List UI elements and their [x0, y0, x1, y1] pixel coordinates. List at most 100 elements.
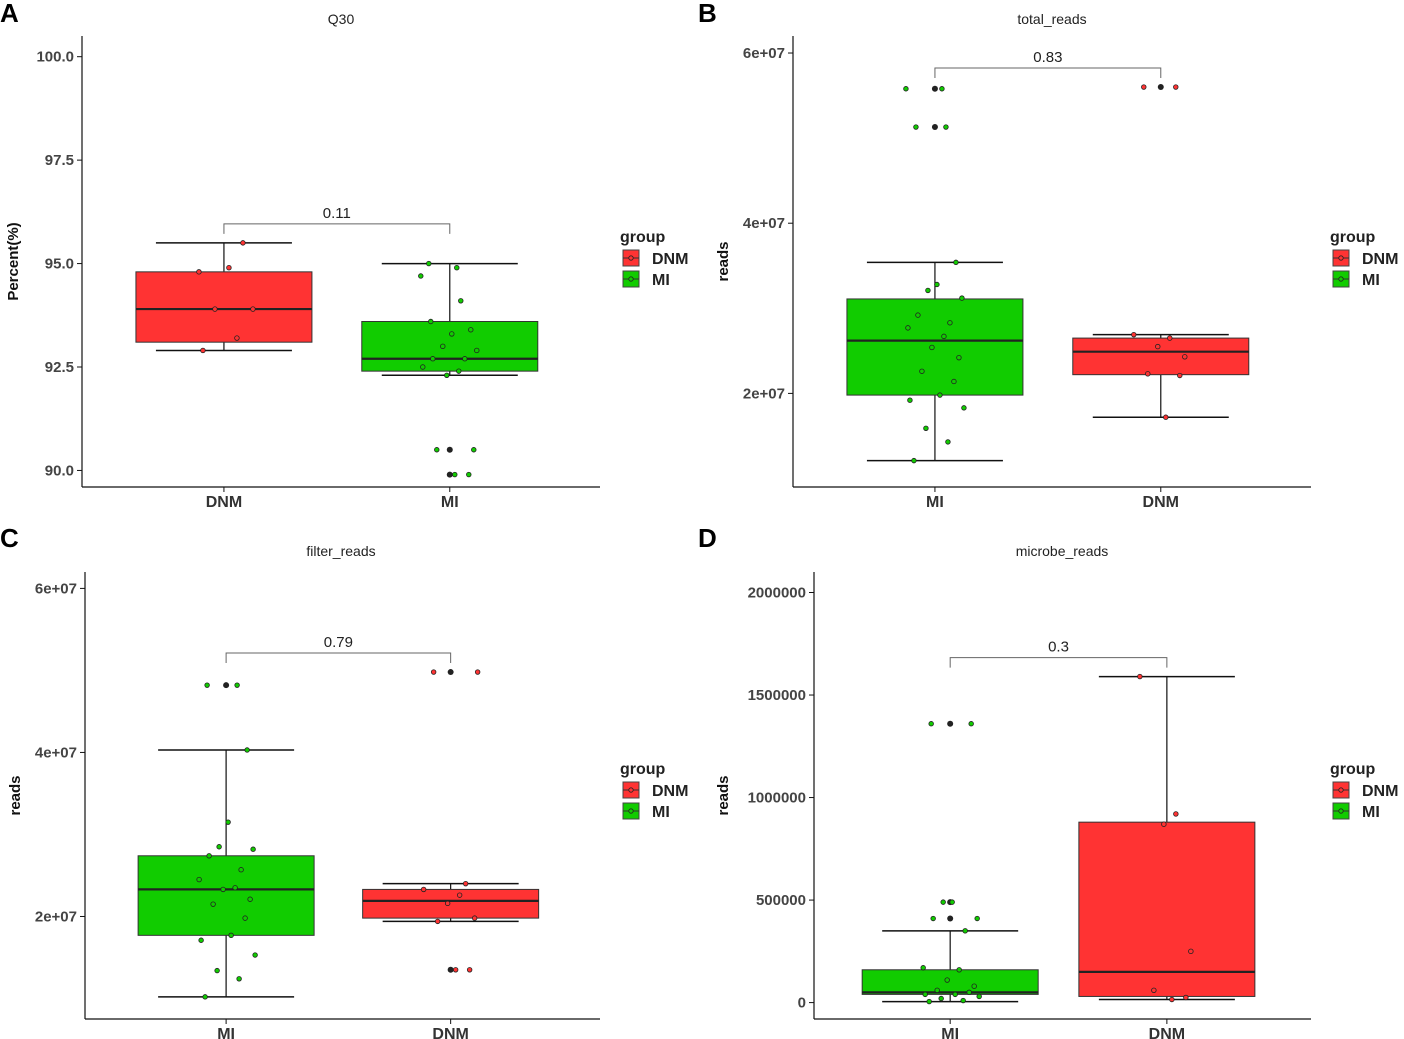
data-point: [220, 886, 226, 893]
outlier-point: [446, 446, 453, 453]
y-axis-label: Percent(%): [5, 222, 22, 300]
data-point: [212, 306, 218, 312]
legend-label: DNM: [652, 783, 688, 800]
data-point: [234, 682, 240, 688]
pvalue-bracket: [949, 657, 1168, 668]
pvalue-bracket: [934, 67, 1162, 79]
data-point: [974, 915, 980, 922]
data-point: [1161, 821, 1167, 827]
outlier-point: [223, 682, 230, 689]
panel-a: A Q30 90.0 92.5 95.0 97.5 100.0 Percent(%) DNM MI…: [0, 0, 688, 511]
outlier-point: [931, 124, 938, 131]
data-point: [949, 899, 955, 905]
legend-title: group: [620, 761, 666, 778]
data-point: [1141, 84, 1147, 90]
data-point: [202, 994, 208, 1000]
data-point: [1182, 354, 1188, 360]
y-axis-label: reads: [7, 775, 24, 815]
data-point: [471, 915, 478, 921]
data-point: [456, 892, 463, 898]
y-tick-label: 90.0: [45, 462, 74, 479]
data-point: [925, 287, 931, 294]
data-point: [903, 86, 909, 92]
data-point: [976, 993, 982, 1000]
outlier-point: [447, 966, 454, 973]
data-point: [1177, 372, 1183, 379]
y-tick-label: 500000: [756, 892, 806, 909]
box-mi: [846, 85, 1024, 464]
data-point: [1167, 335, 1173, 341]
outlier-point: [446, 471, 453, 478]
data-point: [210, 901, 216, 907]
data-point: [929, 344, 935, 351]
data-point: [1183, 994, 1189, 1001]
data-point: [206, 853, 212, 859]
data-point: [937, 392, 943, 398]
data-point: [960, 997, 966, 1004]
data-point: [454, 265, 460, 271]
panel-label: A: [0, 0, 19, 28]
data-point: [919, 368, 925, 374]
box-iqr: [137, 855, 315, 936]
data-point: [430, 669, 437, 675]
legend-label: MI: [1362, 272, 1380, 289]
data-point: [907, 397, 913, 403]
box-iqr: [361, 320, 539, 372]
box-iqr: [135, 271, 313, 343]
pvalue-label: 0.83: [1033, 49, 1062, 66]
data-point: [200, 347, 206, 354]
data-point: [956, 354, 962, 361]
data-point: [934, 281, 940, 288]
pvalue-label: 0.3: [1048, 639, 1069, 656]
data-point: [913, 124, 919, 130]
legend: group DNM MI: [620, 229, 688, 289]
data-point: [930, 915, 936, 922]
y-tick-label: 6e+07: [743, 45, 785, 62]
data-point: [204, 682, 210, 688]
data-point: [250, 846, 256, 852]
outlier-point: [447, 669, 454, 676]
panel-label: D: [698, 523, 717, 553]
data-point: [240, 240, 246, 246]
data-point: [196, 269, 202, 275]
legend-swatch-point: [1338, 787, 1344, 793]
data-point: [474, 669, 481, 675]
legend: group DNM MI: [620, 761, 688, 821]
data-point: [956, 967, 962, 973]
data-point: [247, 896, 253, 902]
y-tick-label: 4e+07: [743, 215, 785, 232]
data-point: [196, 876, 202, 883]
box-dnm: [1078, 673, 1256, 1003]
data-point: [252, 952, 258, 958]
data-point: [1145, 371, 1151, 377]
data-point: [242, 915, 248, 921]
y-tick-label: 2000000: [748, 585, 806, 602]
outlier-point: [1157, 84, 1164, 91]
data-point: [945, 439, 951, 445]
data-point: [452, 967, 459, 973]
pvalue-label: 0.11: [323, 205, 351, 222]
data-point: [1155, 343, 1161, 350]
y-tick-label: 6e+07: [35, 580, 77, 597]
data-point: [434, 918, 441, 925]
box-iqr: [1072, 337, 1250, 376]
y-tick-label: 97.5: [45, 152, 74, 169]
data-point: [420, 364, 426, 370]
y-tick-label: 2e+07: [743, 385, 785, 402]
data-point: [462, 356, 468, 362]
x-tick-label: DNM: [1149, 1026, 1185, 1039]
chart-title: Q30: [328, 11, 355, 27]
data-point: [228, 932, 234, 939]
data-point: [944, 977, 950, 983]
legend-label: MI: [1362, 804, 1380, 821]
data-point: [452, 471, 458, 478]
data-point: [966, 989, 972, 996]
box-mi: [861, 720, 1039, 1005]
x-tick-label: MI: [926, 494, 944, 511]
data-point: [920, 965, 926, 971]
data-point: [961, 405, 967, 411]
data-point: [434, 447, 440, 453]
y-tick-label: 0: [798, 995, 806, 1012]
